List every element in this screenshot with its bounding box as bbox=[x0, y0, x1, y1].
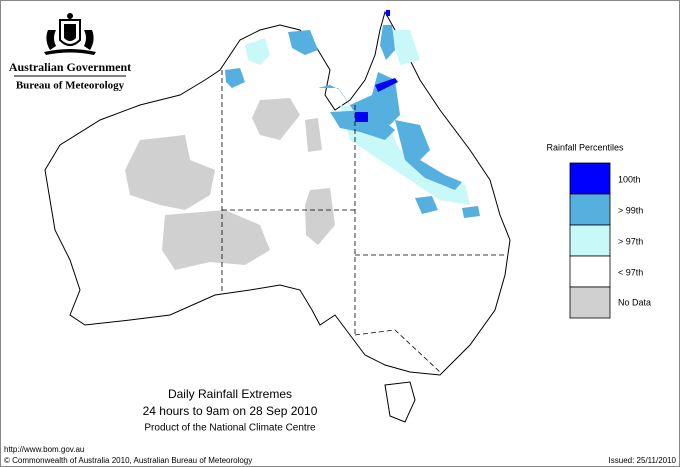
no-data-region bbox=[125, 135, 215, 210]
rainfall-97-region bbox=[390, 30, 420, 65]
no-data-region bbox=[305, 188, 335, 245]
rainfall-99-region bbox=[415, 196, 438, 214]
header-subtitle: Bureau of Meteorology bbox=[16, 80, 125, 92]
no-data-regions bbox=[125, 98, 335, 270]
caption-period: 24 hours to 9am on 28 Sep 2010 bbox=[143, 404, 318, 418]
rainfall-100-region bbox=[355, 112, 368, 122]
no-data-region bbox=[162, 210, 270, 270]
legend-label: > 97th bbox=[618, 236, 643, 246]
australia-map bbox=[44, 10, 511, 423]
no-data-region bbox=[252, 98, 300, 140]
rainfall-100-region bbox=[386, 10, 390, 16]
rainfall-99-region bbox=[330, 110, 395, 140]
legend-swatch bbox=[569, 162, 611, 195]
footer-copyright: © Commonwealth of Australia 2010, Austra… bbox=[4, 456, 252, 465]
rainfall-97-region bbox=[245, 38, 270, 65]
rainfall-99-region bbox=[380, 25, 395, 60]
rainfall-regions bbox=[225, 10, 480, 218]
header-title: Australian Government bbox=[9, 60, 131, 74]
legend-swatch bbox=[569, 193, 611, 226]
legend-label: No Data bbox=[618, 297, 651, 307]
tasmania-outline bbox=[384, 381, 416, 423]
rainfall-99-region bbox=[288, 30, 318, 55]
rainfall-99-region bbox=[225, 68, 245, 88]
rainfall-99-region bbox=[462, 206, 480, 218]
legend-label: 100th bbox=[618, 174, 641, 184]
legend-swatch bbox=[569, 224, 611, 257]
footer-url: http://www.bom.gov.au bbox=[4, 445, 84, 454]
legend-swatch bbox=[569, 286, 611, 319]
rainfall-100-region bbox=[375, 78, 398, 92]
legend-title: Rainfall Percentiles bbox=[546, 142, 624, 152]
legend-swatch bbox=[569, 255, 611, 288]
caption-credit: Product of the National Climate Centre bbox=[144, 423, 316, 434]
no-data-region bbox=[305, 118, 322, 152]
crest bbox=[44, 13, 96, 55]
caption-title: Daily Rainfall Extremes bbox=[168, 387, 292, 401]
legend-label: > 99th bbox=[618, 205, 643, 215]
state-borders bbox=[221, 70, 505, 373]
footer-issued: Issued: 25/11/2010 bbox=[609, 456, 677, 465]
rainfall-99-region bbox=[395, 120, 462, 190]
legend: Rainfall Percentiles 100th > 99th > 97th… bbox=[546, 142, 651, 319]
legend-label: < 97th bbox=[618, 267, 643, 277]
